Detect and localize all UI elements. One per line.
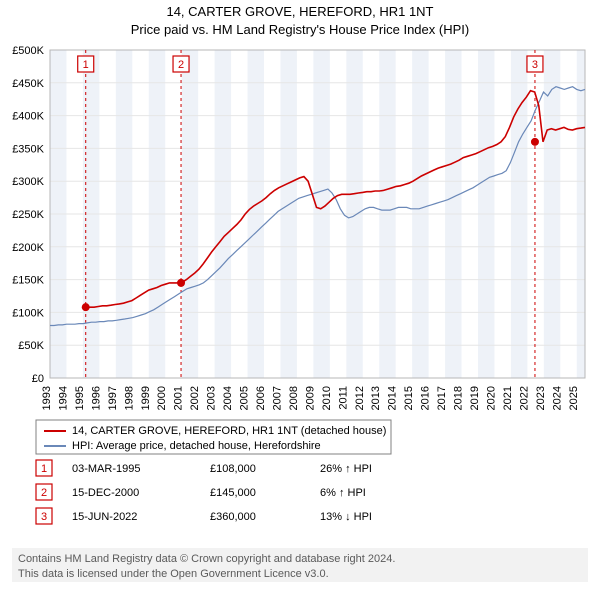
x-tick-label: 2000	[156, 386, 168, 410]
y-tick-label: £100K	[12, 307, 44, 319]
x-tick-label: 2005	[239, 386, 251, 410]
footer-line-2: This data is licensed under the Open Gov…	[18, 568, 329, 580]
legend: 14, CARTER GROVE, HEREFORD, HR1 1NT (det…	[36, 420, 391, 454]
x-tick-label: 2025	[568, 386, 580, 410]
x-tick-label: 2010	[321, 386, 333, 410]
y-tick-label: £500K	[12, 45, 44, 57]
x-tick-label: 2018	[453, 386, 465, 410]
y-tick-label: £0	[32, 373, 44, 385]
y-tick-label: £200K	[12, 242, 44, 254]
marker-number: 2	[178, 59, 184, 71]
x-tick-label: 2019	[469, 386, 481, 410]
x-tick-label: 2003	[206, 386, 218, 410]
x-tick-label: 2020	[485, 386, 497, 410]
x-tick-label: 2011	[337, 386, 349, 410]
x-tick-label: 1994	[57, 386, 69, 410]
x-tick-label: 2006	[255, 386, 267, 410]
sale-price: £108,000	[210, 463, 256, 475]
x-tick-label: 1998	[123, 386, 135, 410]
x-tick-label: 1997	[107, 386, 119, 410]
marker-number: 1	[83, 59, 89, 71]
x-tick-label: 1993	[41, 386, 53, 410]
x-axis-ticks: 1993 1994 1995 1996 1997 1998 1999 2000 2001 2002…	[41, 386, 580, 410]
x-tick-label: 2014	[387, 386, 399, 410]
sale-pct: 13% ↓ HPI	[320, 511, 372, 523]
sale-dot	[531, 138, 539, 146]
legend-label-property: 14, CARTER GROVE, HEREFORD, HR1 1NT (det…	[72, 425, 386, 437]
x-tick-label: 2024	[551, 386, 563, 410]
x-tick-label: 2021	[502, 386, 514, 410]
sale-marker-number: 3	[41, 511, 47, 523]
x-tick-label: 2001	[173, 386, 185, 410]
x-tick-label: 1995	[74, 386, 86, 410]
sale-price: £145,000	[210, 487, 256, 499]
x-tick-label: 2023	[535, 386, 547, 410]
sale-marker-number: 2	[41, 487, 47, 499]
x-tick-label: 2002	[189, 386, 201, 410]
x-tick-label: 2009	[304, 386, 316, 410]
sale-date: 03-MAR-1995	[72, 463, 140, 475]
y-tick-label: £250K	[12, 209, 44, 221]
x-tick-label: 2013	[370, 386, 382, 410]
x-tick-label: 2017	[436, 386, 448, 410]
x-tick-label: 2004	[222, 386, 234, 410]
x-tick-label: 2022	[518, 386, 530, 410]
x-tick-label: 2015	[403, 386, 415, 410]
title-line-1: 14, CARTER GROVE, HEREFORD, HR1 1NT	[166, 4, 433, 19]
x-tick-label: 2012	[354, 386, 366, 410]
sale-price: £360,000	[210, 511, 256, 523]
marker-boxes: 1 2 3	[78, 56, 543, 72]
y-tick-label: £450K	[12, 78, 44, 90]
x-tick-label: 1996	[90, 386, 102, 410]
x-tick-label: 2008	[288, 386, 300, 410]
x-tick-label: 2016	[420, 386, 432, 410]
footer-line-1: Contains HM Land Registry data © Crown c…	[18, 553, 395, 565]
marker-number: 3	[532, 59, 538, 71]
sale-dot	[177, 279, 185, 287]
sale-date: 15-JUN-2022	[72, 511, 137, 523]
y-tick-label: £50K	[18, 340, 44, 352]
sale-pct: 26% ↑ HPI	[320, 463, 372, 475]
y-tick-label: £150K	[12, 275, 44, 287]
title-line-2: Price paid vs. HM Land Registry's House …	[131, 22, 469, 37]
sale-pct: 6% ↑ HPI	[320, 487, 366, 499]
legend-label-hpi: HPI: Average price, detached house, Here…	[72, 440, 321, 452]
sale-marker-number: 1	[41, 463, 47, 475]
sales-list: 1 03-MAR-1995 £108,000 26% ↑ HPI 2 15-DEC-200…	[36, 460, 372, 524]
sale-date: 15-DEC-2000	[72, 487, 139, 499]
y-axis-ticks: £0 £50K £100K £150K £200K £250K £300K £350K £400…	[12, 45, 44, 385]
y-tick-label: £300K	[12, 176, 44, 188]
y-tick-label: £350K	[12, 143, 44, 155]
sale-dot	[82, 303, 90, 311]
y-tick-label: £400K	[12, 111, 44, 123]
x-tick-label: 1999	[140, 386, 152, 410]
x-tick-label: 2007	[271, 386, 283, 410]
